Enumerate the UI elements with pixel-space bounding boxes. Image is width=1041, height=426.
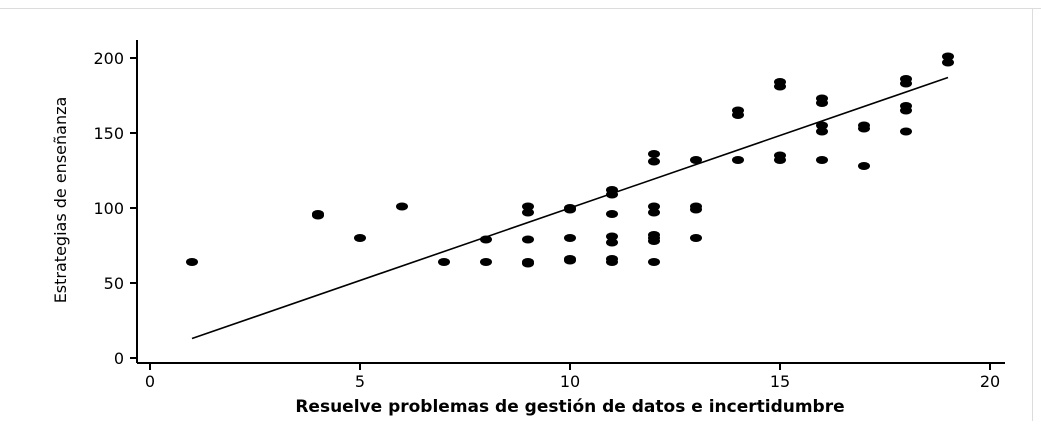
data-point <box>900 75 912 83</box>
x-tick-label: 0 <box>145 372 155 391</box>
data-point <box>648 258 660 266</box>
data-point <box>438 258 450 266</box>
data-point <box>690 234 702 242</box>
y-tick-label: 100 <box>93 199 124 218</box>
y-axis-ticks: 0 50 100 150 200 <box>93 49 137 368</box>
data-point <box>942 52 954 61</box>
data-point <box>522 258 534 266</box>
x-tick-label: 10 <box>560 372 580 391</box>
data-point <box>606 232 618 241</box>
axes <box>136 40 1005 364</box>
data-point <box>732 106 744 115</box>
data-point <box>564 234 576 242</box>
data-point <box>690 202 702 211</box>
data-point <box>522 235 534 244</box>
data-point <box>480 258 492 266</box>
data-point <box>900 127 912 136</box>
data-point <box>816 121 828 130</box>
x-tick-label: 5 <box>355 372 365 391</box>
data-point <box>774 151 786 160</box>
data-point <box>648 150 660 158</box>
data-point <box>774 78 786 86</box>
x-tick-label: 20 <box>980 372 1000 391</box>
data-point <box>816 127 828 136</box>
regression-line <box>191 76 949 340</box>
x-tick-label: 15 <box>770 372 790 391</box>
data-point <box>606 210 618 218</box>
data-point <box>648 231 660 239</box>
y-tick-label: 50 <box>104 274 124 293</box>
y-axis-label: Estrategias de enseñanza <box>51 97 70 304</box>
data-point <box>606 255 618 263</box>
data-point <box>564 255 576 263</box>
frame-top-rule <box>0 8 1041 9</box>
data-point <box>858 162 870 170</box>
data-point <box>354 234 366 242</box>
data-point <box>858 121 870 130</box>
y-tick-label: 0 <box>114 349 124 368</box>
data-point <box>690 156 702 164</box>
data-point <box>942 58 954 67</box>
x-axis-label: Resuelve problemas de gestión de datos e… <box>295 397 844 417</box>
data-point <box>732 156 744 164</box>
data-point <box>648 208 660 217</box>
data-point <box>522 202 534 211</box>
data-point <box>396 202 408 211</box>
data-point <box>648 202 660 211</box>
data-point <box>186 258 198 266</box>
data-point <box>312 210 324 218</box>
frame-right-rule <box>1032 8 1033 421</box>
data-point <box>648 157 660 166</box>
data-point <box>606 238 618 247</box>
data-point <box>816 156 828 164</box>
data-point <box>816 94 828 103</box>
data-points <box>186 52 954 268</box>
y-tick-label: 200 <box>93 49 124 68</box>
y-tick-label: 150 <box>93 124 124 143</box>
x-axis-ticks: 0 5 10 15 20 <box>145 363 1000 391</box>
data-point <box>900 102 912 110</box>
data-point <box>522 208 534 217</box>
